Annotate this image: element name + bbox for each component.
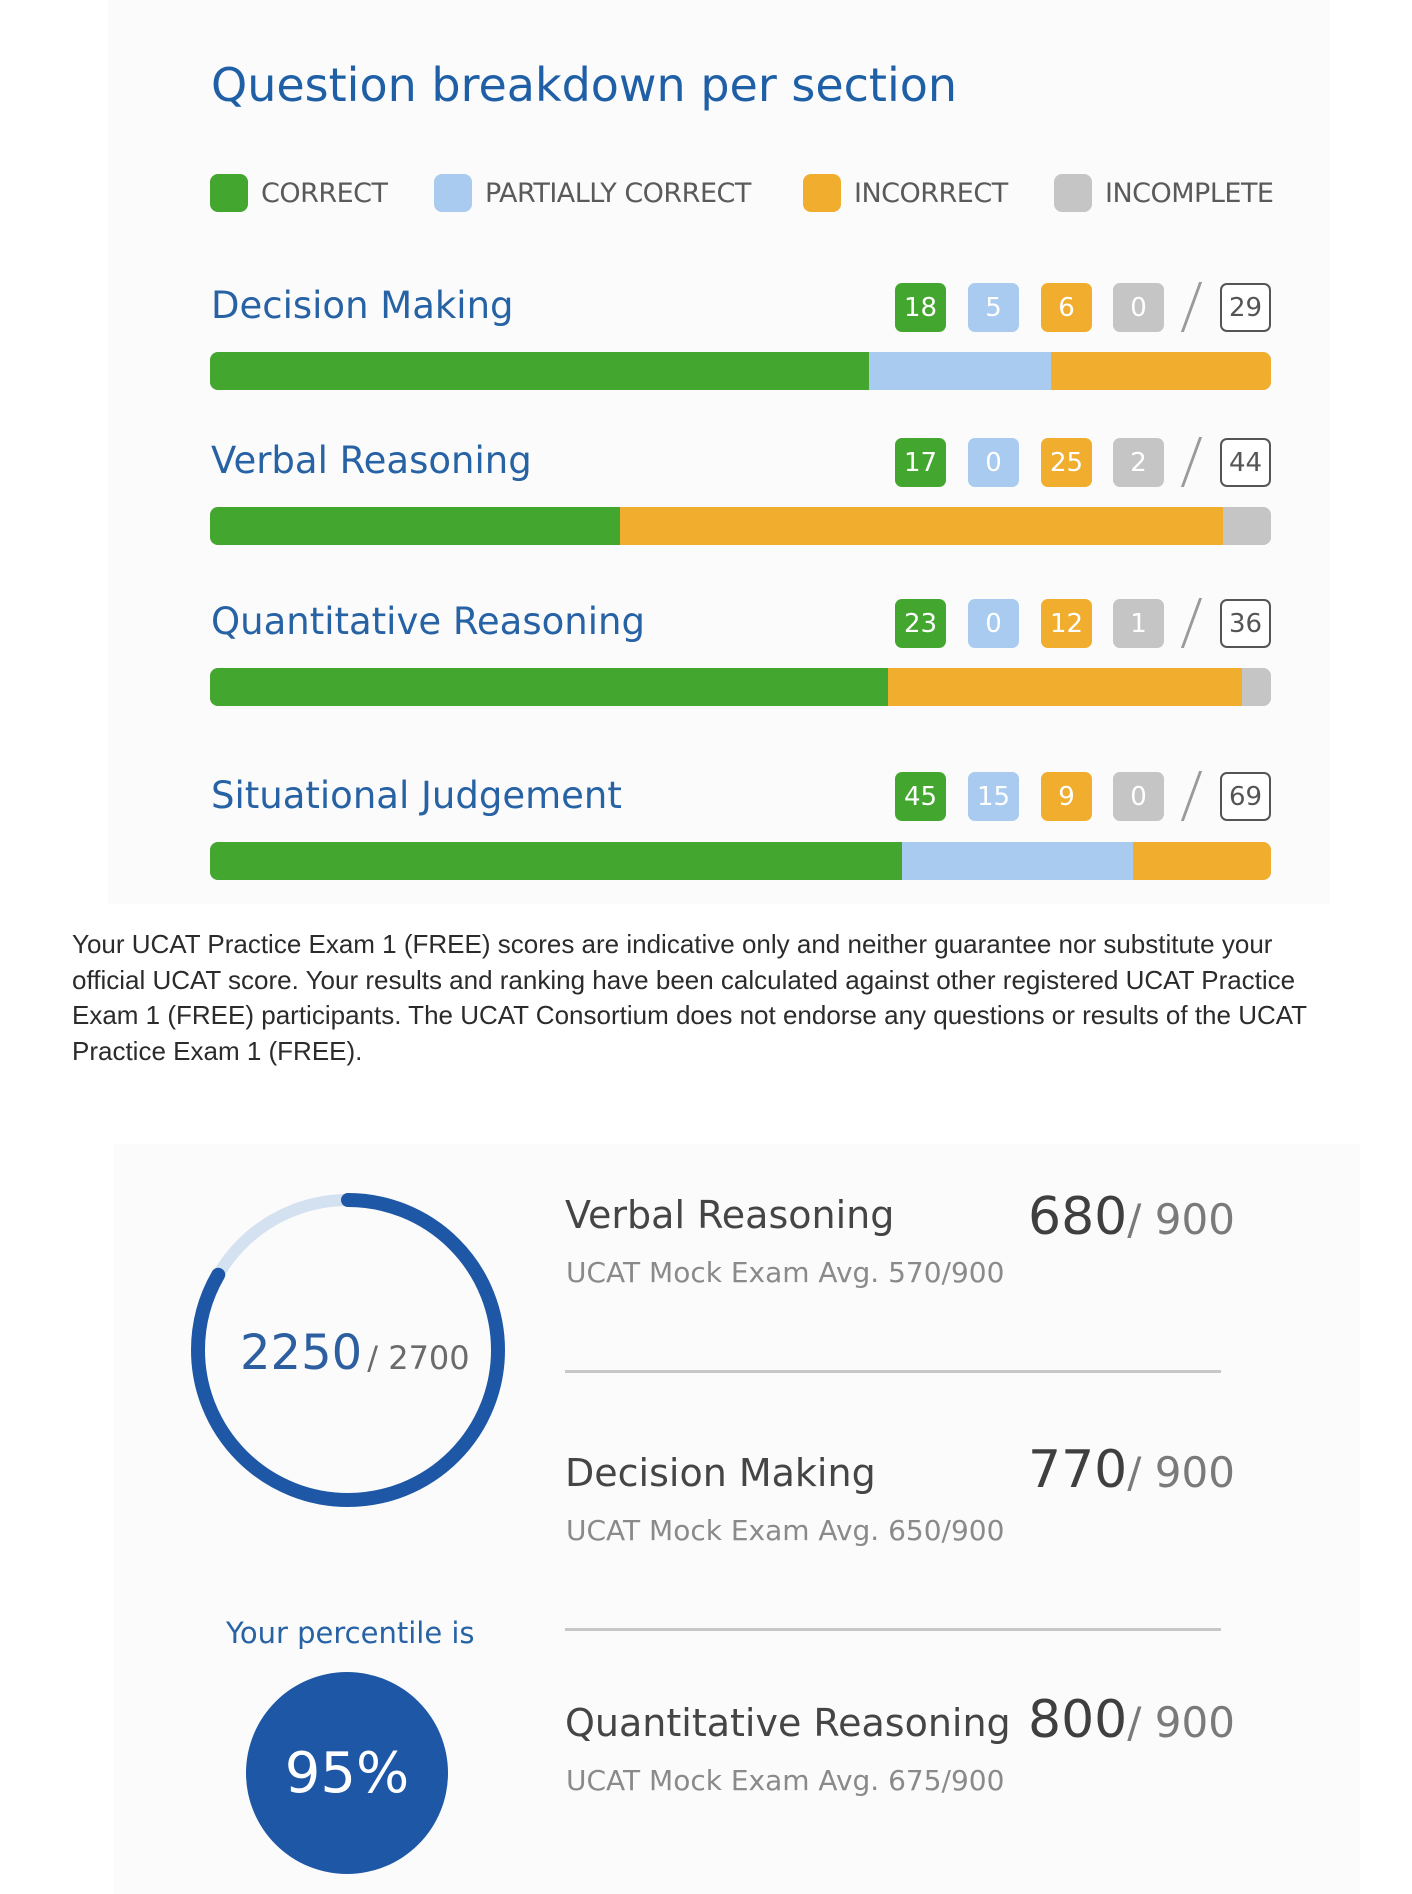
section-name-decision-making: Decision Making <box>211 284 514 327</box>
section-score-max: / 900 <box>1127 1195 1235 1244</box>
incorrect-count-badge: 6 <box>1041 283 1092 332</box>
section-name-situational-judgement: Situational Judgement <box>211 774 622 817</box>
bar-segment-incorrect <box>619 507 1223 545</box>
score-average: UCAT Mock Exam Avg. 570/900 <box>566 1256 1005 1289</box>
section-score: 680/ 900 <box>1028 1187 1235 1247</box>
bar-segment-correct <box>210 352 869 390</box>
section-score: 800/ 900 <box>1028 1690 1235 1750</box>
divider <box>565 1370 1221 1373</box>
legend-swatch-incorrect <box>803 174 841 212</box>
total-score-max: / 2700 <box>367 1339 470 1377</box>
legend-swatch-partial <box>434 174 472 212</box>
partial-count-badge: 5 <box>968 283 1019 332</box>
bar-segment-correct <box>210 842 902 880</box>
bar-segment-correct <box>210 507 620 545</box>
legend-label: CORRECT <box>261 177 388 209</box>
legend-incomplete: INCOMPLETE <box>1054 174 1274 212</box>
legend-correct: CORRECT <box>210 174 388 212</box>
partial-count-badge: 0 <box>968 438 1019 487</box>
score-average: UCAT Mock Exam Avg. 675/900 <box>566 1764 1005 1797</box>
score-name-decision-making: Decision Making <box>565 1451 876 1495</box>
section-score-value: 800 <box>1028 1690 1128 1750</box>
correct-count-badge: 18 <box>895 283 946 332</box>
bar-segment-partial <box>901 842 1133 880</box>
legend-swatch-correct <box>210 174 248 212</box>
section-score-max: / 900 <box>1127 1448 1235 1497</box>
legend-label: INCORRECT <box>854 177 1008 209</box>
total-count-badge: 36 <box>1220 599 1271 648</box>
ring-progress <box>191 1193 505 1507</box>
incorrect-count-badge: 12 <box>1041 599 1092 648</box>
legend-swatch-incomplete <box>1054 174 1092 212</box>
section-name-quantitative-reasoning: Quantitative Reasoning <box>211 600 645 643</box>
score-average: UCAT Mock Exam Avg. 650/900 <box>566 1514 1005 1547</box>
legend-partially-correct: PARTIALLY CORRECT <box>434 174 751 212</box>
legend-incorrect: INCORRECT <box>803 174 1008 212</box>
correct-count-badge: 45 <box>895 772 946 821</box>
score-name-quantitative-reasoning: Quantitative Reasoning <box>565 1701 1011 1745</box>
incorrect-count-badge: 9 <box>1041 772 1092 821</box>
section-progress-bar <box>210 842 1271 880</box>
bar-segment-incorrect <box>1132 842 1271 880</box>
bar-segment-partial <box>868 352 1052 390</box>
percentile-badge: 95% <box>246 1672 448 1874</box>
legend-label: PARTIALLY CORRECT <box>485 177 751 209</box>
incomplete-count-badge: 0 <box>1113 283 1164 332</box>
section-progress-bar <box>210 507 1271 545</box>
breakdown-title: Question breakdown per section <box>211 58 958 112</box>
section-score-max: / 900 <box>1127 1698 1235 1747</box>
total-score-value: 2250 <box>240 1325 363 1381</box>
disclaimer-text: Your UCAT Practice Exam 1 (FREE) scores … <box>72 929 1307 1066</box>
partial-count-badge: 0 <box>968 599 1019 648</box>
section-score-value: 770 <box>1028 1440 1128 1500</box>
total-score: 2250 / 2700 <box>240 1325 470 1381</box>
incorrect-count-badge: 25 <box>1041 438 1092 487</box>
section-progress-bar <box>210 352 1271 390</box>
total-count-badge: 44 <box>1220 438 1271 487</box>
total-score-ring <box>191 1193 505 1507</box>
total-count-badge: 29 <box>1220 283 1271 332</box>
percentile-label: Your percentile is <box>226 1616 475 1650</box>
correct-count-badge: 23 <box>895 599 946 648</box>
incomplete-count-badge: 1 <box>1113 599 1164 648</box>
correct-count-badge: 17 <box>895 438 946 487</box>
partial-count-badge: 15 <box>968 772 1019 821</box>
section-name-verbal-reasoning: Verbal Reasoning <box>211 439 532 482</box>
divider <box>565 1628 1221 1631</box>
incomplete-count-badge: 0 <box>1113 772 1164 821</box>
bar-segment-incorrect <box>1051 352 1271 390</box>
bar-segment-incomplete <box>1222 507 1271 545</box>
section-progress-bar <box>210 668 1271 706</box>
incomplete-count-badge: 2 <box>1113 438 1164 487</box>
section-score-value: 680 <box>1028 1187 1128 1247</box>
total-count-badge: 69 <box>1220 772 1271 821</box>
bar-segment-incomplete <box>1241 668 1271 706</box>
score-name-verbal-reasoning: Verbal Reasoning <box>565 1193 895 1237</box>
bar-segment-correct <box>210 668 888 706</box>
legend-label: INCOMPLETE <box>1105 177 1274 209</box>
section-score: 770/ 900 <box>1028 1440 1235 1500</box>
bar-segment-incorrect <box>887 668 1242 706</box>
